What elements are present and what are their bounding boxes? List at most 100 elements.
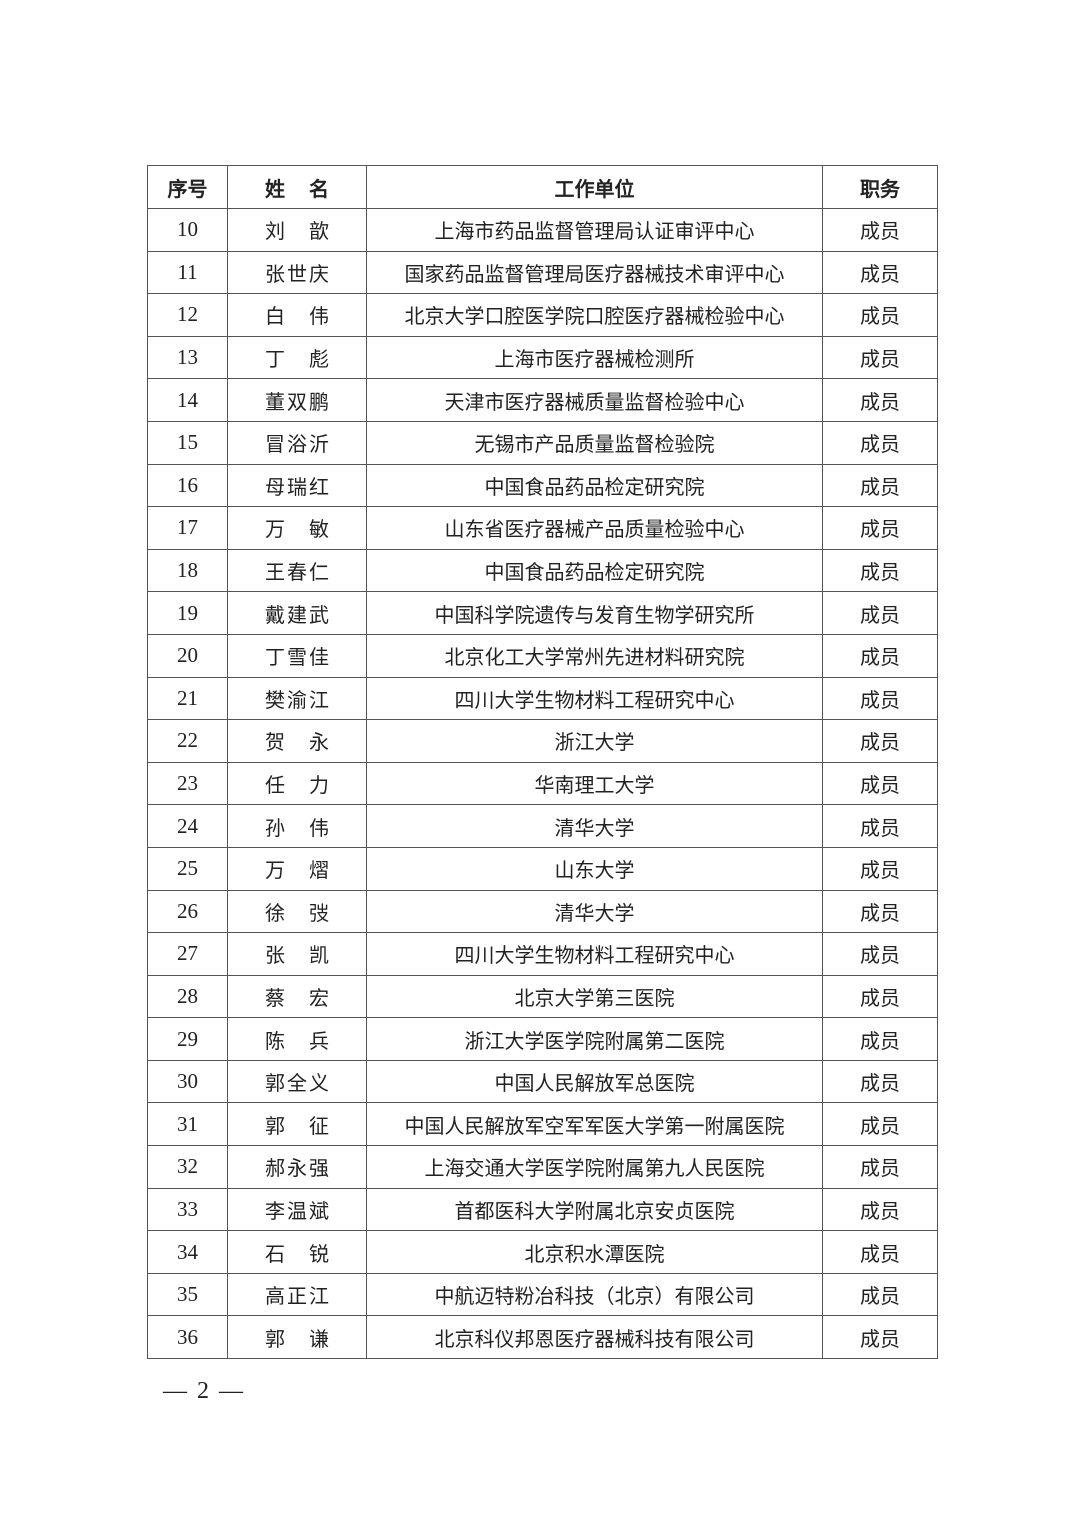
row-name-cell: 白伟 xyxy=(227,293,367,337)
row-name-cell: 丁雪佳 xyxy=(227,633,367,678)
members-table: 序号 姓名 工作单位 职务 10 刘歆 上海市药品监督管理局认证审评中心 成员 11 张世… xyxy=(147,165,938,1360)
row-role-cell: 成员 xyxy=(822,335,938,380)
table-row: 11 张世庆 国家药品监督管理局医疗器械技术审评中心 成员 xyxy=(147,250,938,295)
row-workplace-cell: 浙江大学 xyxy=(366,719,823,763)
person-name: 郭全义 xyxy=(265,1071,329,1096)
row-role-cell: 成员 xyxy=(822,463,938,508)
row-name-cell: 郭征 xyxy=(227,1102,367,1147)
row-role-cell: 成员 xyxy=(822,1230,938,1274)
row-workplace-cell: 中国科学院遗传与发育生物学研究所 xyxy=(366,591,823,635)
row-index-cell: 31 xyxy=(147,1102,228,1147)
row-name-cell: 徐弢 xyxy=(227,889,367,934)
row-workplace-cell: 上海市药品监督管理局认证审评中心 xyxy=(366,208,823,252)
row-name-cell: 石锐 xyxy=(227,1230,367,1274)
table-row: 23 任力 华南理工大学 成员 xyxy=(147,761,938,806)
table-row: 13 丁彪 上海市医疗器械检测所 成员 xyxy=(147,335,938,380)
row-name-cell: 董双鹏 xyxy=(227,378,367,422)
person-name: 丁雪佳 xyxy=(265,645,329,670)
table-row: 36 郭谦 北京科仪邦恩医疗器械科技有限公司 成员 xyxy=(147,1315,938,1360)
table-row: 19 戴建武 中国科学院遗传与发育生物学研究所 成员 xyxy=(147,591,938,635)
row-name-cell: 郭谦 xyxy=(227,1315,367,1360)
row-role-cell: 成员 xyxy=(822,506,938,550)
row-workplace-cell: 中航迈特粉冶科技（北京）有限公司 xyxy=(366,1272,823,1317)
table-row: 30 郭全义 中国人民解放军总医院 成员 xyxy=(147,1059,938,1104)
row-name-cell: 刘歆 xyxy=(227,208,367,252)
table-row: 15 冒浴沂 无锡市产品质量监督检验院 成员 xyxy=(147,420,938,465)
row-index-cell: 33 xyxy=(147,1187,228,1232)
row-index-cell: 22 xyxy=(147,719,228,763)
row-workplace-cell: 中国人民解放军空军军医大学第一附属医院 xyxy=(366,1102,823,1147)
person-name: 冒浴沂 xyxy=(265,432,329,457)
row-name-cell: 郝永强 xyxy=(227,1145,367,1189)
row-workplace-cell: 华南理工大学 xyxy=(366,761,823,806)
row-workplace-cell: 天津市医疗器械质量监督检验中心 xyxy=(366,378,823,422)
row-index-cell: 25 xyxy=(147,846,228,891)
row-name-cell: 母瑞红 xyxy=(227,463,367,508)
table-row: 22 贺永 浙江大学 成员 xyxy=(147,719,938,763)
table-row: 16 母瑞红 中国食品药品检定研究院 成员 xyxy=(147,463,938,508)
row-role-cell: 成员 xyxy=(822,548,938,593)
row-index-cell: 18 xyxy=(147,548,228,593)
table-row: 21 樊渝江 四川大学生物材料工程研究中心 成员 xyxy=(147,676,938,721)
row-name-cell: 高正江 xyxy=(227,1272,367,1317)
person-name: 任力 xyxy=(265,773,329,798)
row-workplace-cell: 上海交通大学医学院附属第九人民医院 xyxy=(366,1145,823,1189)
person-name: 白伟 xyxy=(265,304,329,329)
table-row: 31 郭征 中国人民解放军空军军医大学第一附属医院 成员 xyxy=(147,1102,938,1147)
row-workplace-cell: 北京积水潭医院 xyxy=(366,1230,823,1274)
row-workplace-cell: 上海市医疗器械检测所 xyxy=(366,335,823,380)
row-index-cell: 23 xyxy=(147,761,228,806)
row-name-cell: 郭全义 xyxy=(227,1059,367,1104)
person-name: 张世庆 xyxy=(265,261,329,286)
row-role-cell: 成员 xyxy=(822,1017,938,1061)
person-name: 樊渝江 xyxy=(265,687,329,712)
row-role-cell: 成员 xyxy=(822,378,938,422)
row-workplace-cell: 山东大学 xyxy=(366,846,823,891)
row-workplace-cell: 无锡市产品质量监督检验院 xyxy=(366,420,823,465)
row-role-cell: 成员 xyxy=(822,804,938,848)
row-role-cell: 成员 xyxy=(822,846,938,891)
row-workplace-cell: 清华大学 xyxy=(366,889,823,934)
row-workplace-cell: 中国食品药品检定研究院 xyxy=(366,548,823,593)
row-workplace-cell: 浙江大学医学院附属第二医院 xyxy=(366,1017,823,1061)
table-row: 34 石锐 北京积水潭医院 成员 xyxy=(147,1230,938,1274)
person-name: 万熠 xyxy=(265,858,329,883)
header-role: 职务 xyxy=(822,165,938,209)
person-name: 郝永强 xyxy=(265,1156,329,1181)
row-index-cell: 36 xyxy=(147,1315,228,1360)
row-workplace-cell: 四川大学生物材料工程研究中心 xyxy=(366,932,823,976)
row-role-cell: 成员 xyxy=(822,591,938,635)
table-row: 27 张凯 四川大学生物材料工程研究中心 成员 xyxy=(147,932,938,976)
table-row: 18 王春仁 中国食品药品检定研究院 成员 xyxy=(147,548,938,593)
person-name: 刘歆 xyxy=(265,219,329,244)
row-name-cell: 李温斌 xyxy=(227,1187,367,1232)
person-name: 王春仁 xyxy=(265,560,329,585)
person-name: 孙伟 xyxy=(265,815,329,840)
row-workplace-cell: 北京科仪邦恩医疗器械科技有限公司 xyxy=(366,1315,823,1360)
person-name: 陈兵 xyxy=(265,1028,329,1053)
table-row: 32 郝永强 上海交通大学医学院附属第九人民医院 成员 xyxy=(147,1145,938,1189)
person-name: 戴建武 xyxy=(265,602,329,627)
row-index-cell: 32 xyxy=(147,1145,228,1189)
row-index-cell: 19 xyxy=(147,591,228,635)
row-workplace-cell: 北京大学第三医院 xyxy=(366,974,823,1019)
row-role-cell: 成员 xyxy=(822,250,938,295)
table-row: 24 孙伟 清华大学 成员 xyxy=(147,804,938,848)
row-role-cell: 成员 xyxy=(822,1272,938,1317)
row-role-cell: 成员 xyxy=(822,974,938,1019)
row-name-cell: 樊渝江 xyxy=(227,676,367,721)
table-row: 28 蔡宏 北京大学第三医院 成员 xyxy=(147,974,938,1019)
row-index-cell: 11 xyxy=(147,250,228,295)
table-row: 25 万熠 山东大学 成员 xyxy=(147,846,938,891)
row-role-cell: 成员 xyxy=(822,1102,938,1147)
row-name-cell: 任力 xyxy=(227,761,367,806)
row-role-cell: 成员 xyxy=(822,1315,938,1360)
row-role-cell: 成员 xyxy=(822,293,938,337)
row-workplace-cell: 北京化工大学常州先进材料研究院 xyxy=(366,633,823,678)
row-index-cell: 35 xyxy=(147,1272,228,1317)
row-index-cell: 27 xyxy=(147,932,228,976)
row-role-cell: 成员 xyxy=(822,889,938,934)
person-name: 董双鹏 xyxy=(265,389,329,414)
row-workplace-cell: 中国食品药品检定研究院 xyxy=(366,463,823,508)
row-name-cell: 蔡宏 xyxy=(227,974,367,1019)
